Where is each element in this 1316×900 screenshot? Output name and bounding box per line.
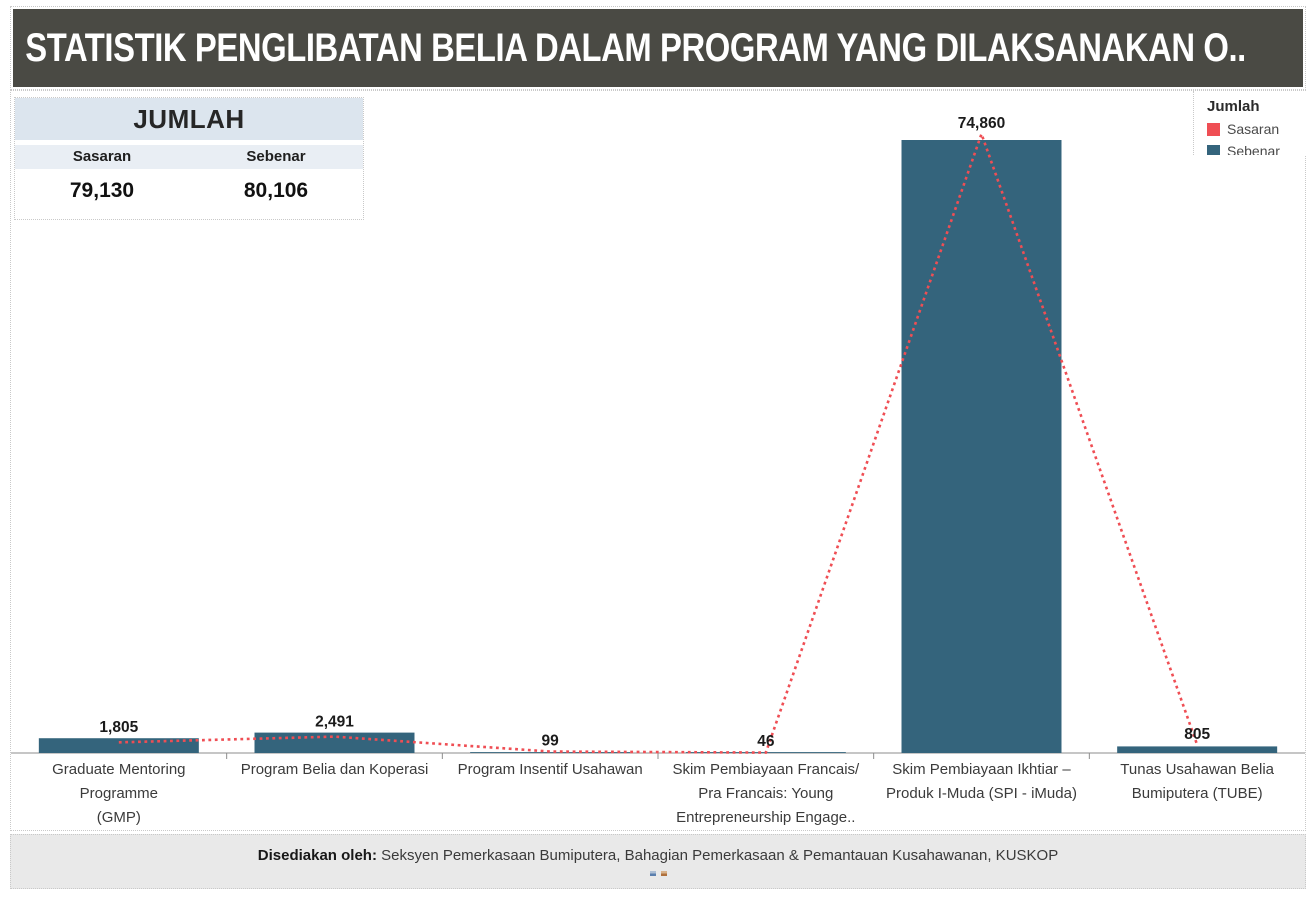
summary-col-sasaran: Sasaran [72,148,132,165]
category-label-4[interactable]: Skim Pembiayaan Ikhtiar – Produk I-Muda … [886,761,1077,802]
dashboard-title: STATISTIK PENGLIBATAN BELIA DALAM PROGRA… [25,26,1246,70]
bar-sebenar-0[interactable] [38,738,199,753]
sasaran-dotted-line[interactable] [118,130,1199,754]
summary-column-headers: Sasaran Sebenar [15,145,363,169]
summary-value-sebenar: 80,106 [243,179,309,202]
title-zone: STATISTIK PENGLIBATAN BELIA DALAM PROGRA… [10,6,1306,90]
bar-value-label-0: 1,805 [99,719,138,736]
footer: Disediakan oleh: Seksyen Pemerkasaan Bum… [10,834,1306,889]
bar-sebenar-5[interactable] [1117,746,1278,753]
footer-text: Disediakan oleh: Seksyen Pemerkasaan Bum… [11,847,1305,864]
summary-panel: JUMLAH Sasaran Sebenar 79,130 80,106 [14,97,364,220]
category-label-2[interactable]: Program Insentif Usahawan [457,761,643,778]
sasaran-color-swatch [1207,122,1220,136]
summary-gap [15,140,363,145]
dashboard-title-bar: STATISTIK PENGLIBATAN BELIA DALAM PROGRA… [13,9,1303,87]
bar-sebenar-1[interactable] [254,732,415,753]
bar-sebenar-4[interactable] [901,140,1062,753]
legend-title: Jumlah [1207,98,1260,115]
footer-icons [11,871,1305,876]
category-label-0[interactable]: Graduate Mentoring Programme (GMP) [52,761,186,826]
category-label-1[interactable]: Program Belia dan Koperasi [240,761,429,778]
tiny-image-icon [649,871,656,876]
bar-value-label-4: 74,860 [958,115,1005,132]
bar-value-label-3: 46 [757,733,775,750]
bar-sebenar-2[interactable] [470,752,631,753]
bar-value-label-1: 2,491 [315,714,354,731]
summary-title: JUMLAH [15,98,363,140]
category-label-3[interactable]: Skim Pembiayaan Francais/ Pra Francais: … [672,761,860,826]
legend: Jumlah Sasaran Sebenar [1193,91,1306,155]
category-label-5[interactable]: Tunas Usahawan Belia Bumiputera (TUBE) [1120,761,1274,802]
summary-value-sasaran: 79,130 [69,179,135,202]
bar-value-label-2: 99 [542,733,560,750]
bar-value-label-5: 805 [1184,726,1210,743]
legend-item-sasaran[interactable]: Sasaran [1207,121,1306,137]
summary-values: 79,130 80,106 [15,169,363,219]
footer-prefix: Disediakan oleh: [257,847,377,864]
summary-col-sebenar: Sebenar [246,148,306,165]
legend-label-sasaran: Sasaran [1227,121,1280,137]
bar-line-chart[interactable]: 1,805 2,491 99 46 74,860 805 [11,91,1305,830]
tiny-image-icon [660,871,667,876]
sebenar-color-swatch [1207,144,1220,155]
footer-credit: Seksyen Pemerkasaan Bumiputera, Bahagian… [381,847,1059,864]
legend-item-sebenar[interactable]: Sebenar [1207,143,1306,155]
legend-label-sebenar: Sebenar [1227,143,1280,155]
